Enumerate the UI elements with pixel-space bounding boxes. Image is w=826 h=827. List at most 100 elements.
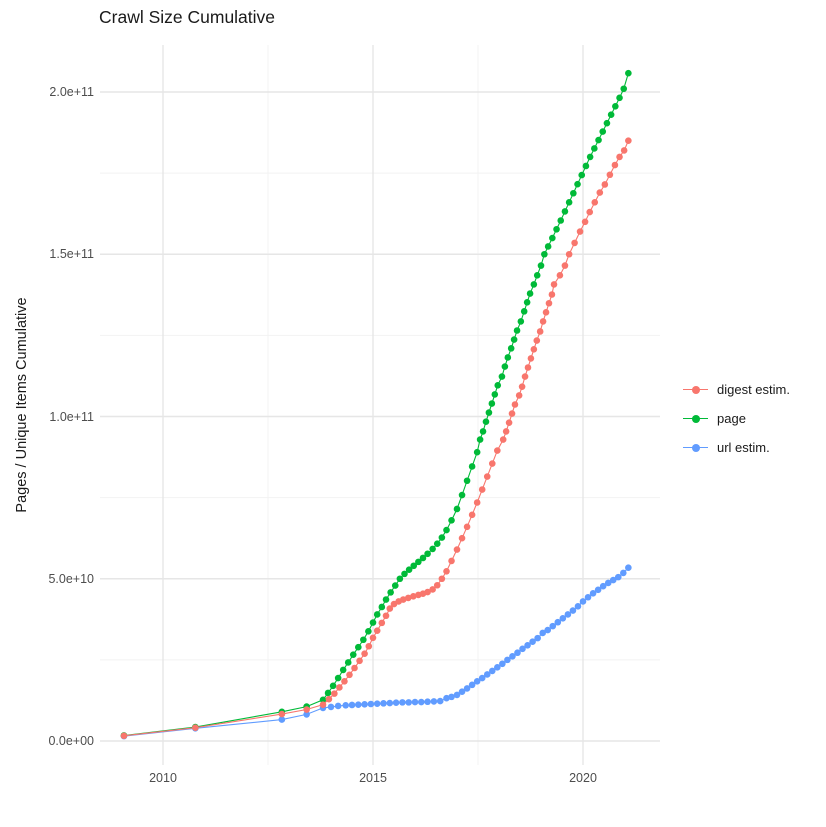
- series-point-digest-estim-: [351, 664, 358, 672]
- series-point-page: [561, 208, 569, 215]
- series-point-page: [401, 570, 408, 578]
- series-point-digest-estim-: [361, 650, 368, 658]
- series-point-page: [405, 566, 413, 573]
- series-point-page: [329, 682, 337, 690]
- series-point-page: [324, 689, 332, 697]
- series-point-page: [574, 180, 581, 188]
- series-point-page: [387, 589, 394, 596]
- series-point-page: [382, 596, 390, 603]
- series-point-digest-estim-: [429, 586, 436, 593]
- y-tick-label: 2.0e+11: [49, 85, 94, 99]
- series-point-url-estim-: [327, 703, 335, 711]
- series-point-page: [549, 234, 556, 242]
- series-point-url-estim-: [418, 698, 425, 706]
- series-point-digest-estim-: [448, 557, 455, 565]
- series-point-digest-estim-: [616, 153, 623, 161]
- series-point-digest-estim-: [356, 657, 363, 665]
- series-point-url-estim-: [399, 699, 406, 706]
- series-point-page: [625, 69, 632, 77]
- series-point-url-estim-: [614, 573, 622, 581]
- series-point-digest-estim-: [453, 546, 461, 553]
- series-point-page: [485, 409, 493, 416]
- series-point-page: [523, 298, 531, 306]
- series-point-page: [599, 128, 607, 135]
- series-point-url-estim-: [361, 701, 368, 708]
- series-point-page: [507, 345, 515, 352]
- series-point-url-estim-: [430, 698, 438, 705]
- series-line-url-estim-: [123, 567, 629, 737]
- series-point-url-estim-: [367, 700, 375, 708]
- series-point-url-estim-: [620, 569, 627, 577]
- series-point-url-estim-: [584, 593, 592, 601]
- series-point-page: [339, 666, 347, 674]
- series-point-page: [468, 463, 476, 470]
- series-point-url-estim-: [499, 660, 506, 668]
- series-point-digest-estim-: [606, 171, 614, 179]
- series-point-page: [491, 391, 499, 398]
- series-point-url-estim-: [443, 694, 450, 702]
- series-point-digest-estim-: [319, 701, 327, 708]
- series-point-page: [591, 145, 598, 152]
- series-point-page: [391, 582, 399, 589]
- series-point-digest-estim-: [611, 161, 619, 169]
- series-point-digest-estim-: [565, 250, 573, 258]
- series-point-page: [433, 540, 441, 548]
- series-point-digest-estim-: [542, 309, 550, 316]
- series-point-url-estim-: [303, 711, 310, 718]
- series-point-page: [349, 651, 357, 658]
- series-point-page: [473, 448, 481, 456]
- series-point-page: [482, 418, 490, 425]
- series-point-url-estim-: [453, 691, 461, 699]
- series-point-digest-estim-: [192, 724, 199, 731]
- series-point-page: [424, 550, 431, 558]
- series-point-digest-estim-: [576, 228, 584, 235]
- series-point-page: [517, 318, 525, 325]
- x-tick-label: 2015: [359, 771, 387, 785]
- series-point-digest-estim-: [494, 447, 501, 454]
- y-tick-label: 5.0e+10: [48, 571, 94, 586]
- series-point-digest-estim-: [536, 328, 544, 335]
- y-tick-label: 1.5e+11: [49, 247, 94, 262]
- series-point-page: [378, 603, 386, 611]
- series-point-digest-estim-: [601, 181, 609, 188]
- legend-label: digest estim.: [717, 382, 790, 397]
- series-point-page: [476, 436, 484, 443]
- series-point-page: [620, 85, 628, 93]
- series-point-url-estim-: [342, 702, 350, 709]
- series-point-url-estim-: [569, 607, 577, 614]
- series-point-page: [355, 643, 362, 651]
- series-point-url-estim-: [355, 701, 362, 708]
- series-point-url-estim-: [436, 697, 444, 705]
- series-point-digest-estim-: [596, 189, 604, 196]
- series-point-digest-estim-: [463, 523, 471, 531]
- series-point-url-estim-: [609, 576, 617, 584]
- series-point-page: [504, 354, 512, 361]
- series-point-digest-estim-: [438, 575, 446, 583]
- chart-title: Crawl Size Cumulative: [99, 7, 276, 27]
- series-point-url-estim-: [544, 626, 552, 634]
- series-point-page: [544, 243, 552, 250]
- series-point-page: [458, 491, 466, 499]
- series-point-page: [319, 696, 327, 704]
- series-point-digest-estim-: [483, 473, 491, 480]
- series-point-page: [513, 327, 521, 334]
- series-point-digest-estim-: [515, 392, 523, 399]
- series-point-page: [453, 505, 461, 513]
- y-tick-label: 1.0e+11: [49, 409, 94, 424]
- series-point-page: [415, 558, 422, 566]
- legend-item: digest estim.: [683, 380, 790, 399]
- series-point-digest-estim-: [365, 642, 373, 650]
- series-point-page: [526, 290, 534, 297]
- series-point-url-estim-: [483, 671, 491, 678]
- series-point-page: [396, 575, 404, 583]
- series-point-digest-estim-: [331, 690, 338, 697]
- series-point-url-estim-: [604, 579, 612, 587]
- series-line-digest-estim-: [123, 140, 629, 737]
- series-point-digest-estim-: [478, 486, 486, 493]
- series-point-digest-estim-: [527, 355, 535, 362]
- series-point-digest-estim-: [341, 677, 348, 685]
- series-point-digest-estim-: [399, 596, 407, 603]
- series-point-digest-estim-: [499, 436, 507, 443]
- series-point-page: [603, 119, 611, 127]
- series-point-url-estim-: [494, 664, 501, 671]
